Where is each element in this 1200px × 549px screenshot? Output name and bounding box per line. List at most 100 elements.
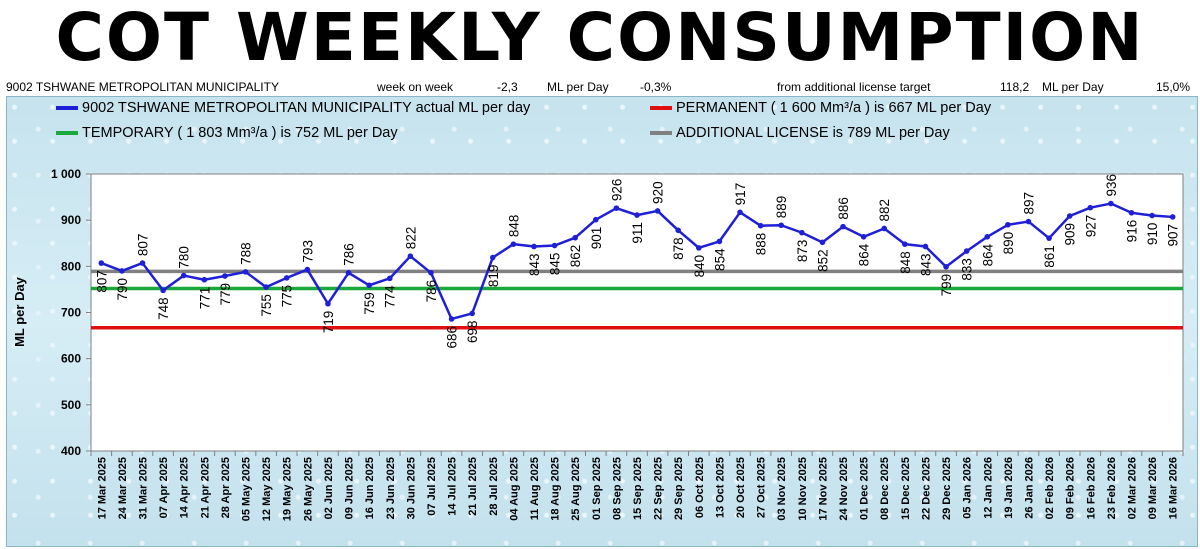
license-value: 118,2 [1000,80,1030,94]
data-point [531,243,537,250]
data-point [860,233,867,240]
data-point [160,287,166,294]
x-tick-label: 17 Nov 2025 [817,457,829,521]
x-tick-label: 19 Jan 2026 [1003,457,1015,519]
data-label: 927 [1083,215,1098,238]
data-point [448,316,455,322]
x-tick-label: 26 May 2025 [302,457,314,521]
data-point [263,284,269,290]
x-tick-label: 29 Sep 2025 [673,457,685,520]
data-point [1087,204,1094,211]
data-point [654,208,661,214]
data-label: 916 [1124,220,1139,243]
data-point [922,243,929,250]
data-label: 771 [197,287,212,310]
data-label: 759 [362,292,377,315]
data-point [386,275,393,282]
x-tick-label: 20 Oct 2025 [735,457,747,518]
data-point [366,282,372,289]
legend-additional-label: ADDITIONAL LICENSE is 789 ML per Day [676,125,950,141]
x-tick-label: 05 May 2025 [241,457,253,521]
data-label: 780 [177,246,192,269]
data-label: 719 [321,311,336,334]
x-tick-label: 28 Jul 2025 [488,457,500,516]
x-tick-label: 30 Jun 2025 [405,457,417,519]
wow-unit: ML per Day [547,80,609,94]
data-point [943,263,949,270]
x-tick-label: 01 Sep 2025 [591,457,603,520]
x-tick-label: 07 Apr 2025 [158,457,170,518]
x-tick-label: 14 Jul 2025 [447,457,459,516]
data-point [716,238,723,245]
data-point [1169,214,1176,220]
legend-additional: ADDITIONAL LICENSE is 789 ML per Day [650,125,950,141]
x-tick-label: 13 Oct 2025 [714,457,726,518]
data-point [283,275,290,281]
x-tick-label: 15 Dec 2025 [900,457,912,520]
data-point [469,310,475,317]
legend-temporary-label: TEMPORARY ( 1 803 Mm³/a ) is 752 ML per … [82,125,398,141]
data-label: 854 [712,248,727,271]
x-tick-label: 16 Feb 2026 [1085,457,1097,519]
data-point [1108,200,1114,207]
y-tick-label: 400 [61,444,81,458]
data-label: 917 [733,183,748,206]
legend-additional-swatch [650,131,672,135]
data-label: 878 [671,237,686,260]
data-label: 799 [939,274,954,297]
x-tick-label: 21 Apr 2025 [199,457,211,518]
data-label: 748 [156,297,171,320]
data-label: 862 [568,245,583,268]
legend-actual-label: 9002 TSHWANE METROPOLITAN MUNICIPALITY a… [82,100,531,116]
x-tick-label: 29 Dec 2025 [941,457,953,520]
x-tick-label: 24 Nov 2025 [838,457,850,521]
data-point [551,242,558,249]
data-point [510,241,517,247]
data-point [407,253,414,259]
x-tick-label: 10 Nov 2025 [797,457,809,521]
data-point [613,205,620,211]
data-point [180,272,187,279]
data-point [242,269,249,275]
data-point [675,227,682,234]
data-point [592,216,599,223]
data-label: 911 [630,222,645,244]
data-point [1005,221,1011,228]
x-tick-label: 04 Aug 2025 [508,457,520,521]
x-tick-label: 07 Jul 2025 [426,457,438,516]
data-point [634,212,640,218]
data-label: 698 [465,320,480,343]
data-label: 890 [1001,232,1016,255]
x-tick-label: 06 Oct 2025 [694,457,706,518]
data-point [201,276,208,283]
data-label: 909 [1063,223,1078,246]
x-tick-label: 09 Jun 2025 [344,457,356,519]
legend-actual: 9002 TSHWANE METROPOLITAN MUNICIPALITY a… [56,100,530,116]
data-point [1149,212,1155,219]
y-tick-label: 1 000 [51,167,81,181]
x-tick-label: 28 Apr 2025 [220,457,232,518]
y-axis-label: ML per Day [12,276,27,347]
data-point [139,260,146,266]
data-point [222,273,228,279]
data-label: 807 [94,270,109,293]
plot-area [90,173,1184,452]
data-point [325,300,331,307]
license-unit: ML per Day [1042,80,1104,94]
data-point [881,225,888,232]
data-point [757,222,764,229]
x-tick-label: 15 Sep 2025 [632,457,644,520]
data-point [1128,209,1135,216]
x-tick-label: 05 Jan 2026 [962,457,974,519]
data-point [799,229,805,236]
x-tick-label: 08 Dec 2025 [879,457,891,520]
x-tick-label: 02 Mar 2026 [1126,457,1138,519]
data-label: 822 [403,227,418,250]
data-point [840,223,846,230]
legend-permanent-label: PERMANENT ( 1 600 Mm³/a ) is 667 ML per … [676,100,992,116]
data-label: 833 [960,258,975,281]
data-label: 888 [754,233,769,256]
wow-pct: -0,3% [640,80,672,94]
x-tick-label: 23 Feb 2026 [1106,457,1118,519]
legend-permanent-swatch [650,106,672,110]
